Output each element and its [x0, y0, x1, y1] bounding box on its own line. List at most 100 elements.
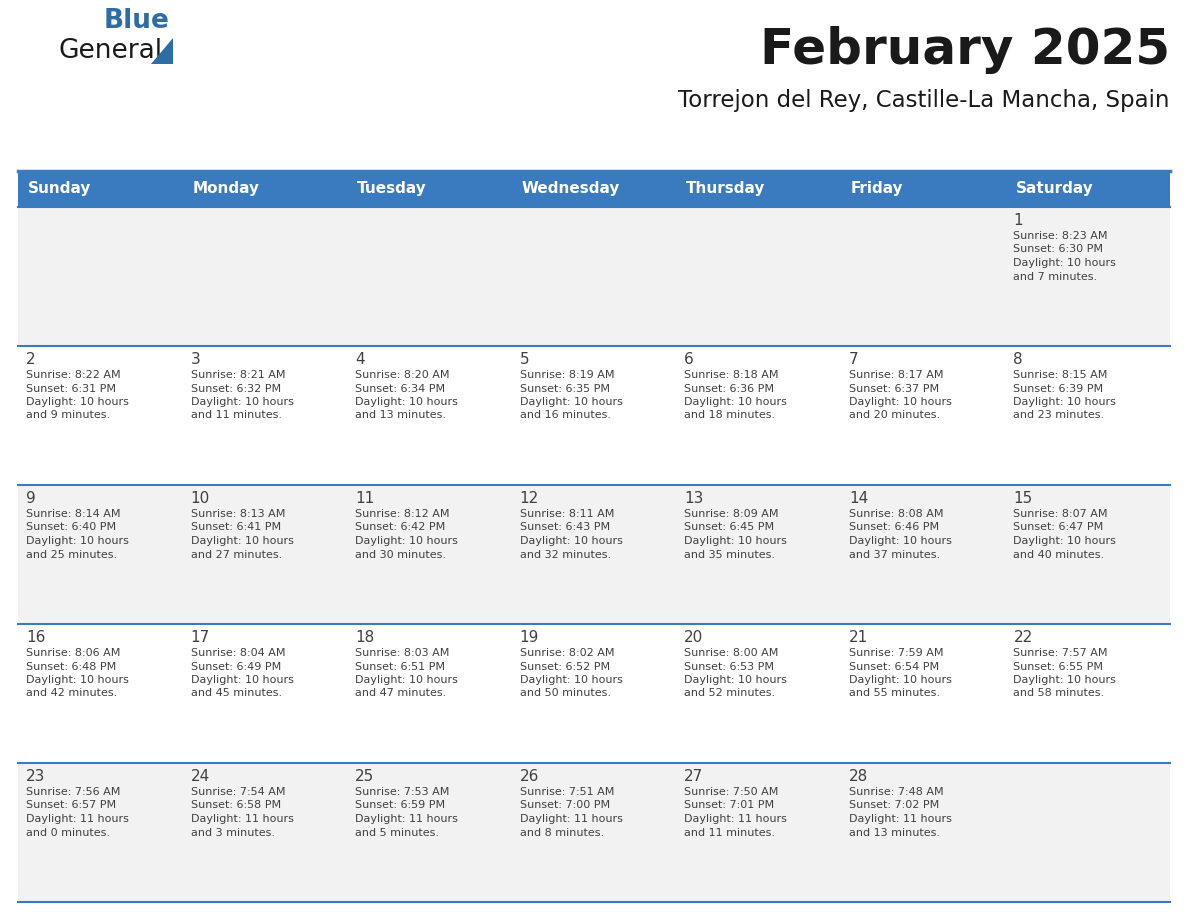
Text: Sunrise: 7:57 AM: Sunrise: 7:57 AM — [1013, 648, 1108, 658]
Text: and 32 minutes.: and 32 minutes. — [519, 550, 611, 559]
Text: 9: 9 — [26, 491, 36, 506]
Text: Sunset: 6:30 PM: Sunset: 6:30 PM — [1013, 244, 1104, 254]
Text: 24: 24 — [190, 769, 210, 784]
Text: Sunset: 7:00 PM: Sunset: 7:00 PM — [519, 800, 609, 811]
Text: Daylight: 10 hours: Daylight: 10 hours — [1013, 536, 1117, 546]
Text: and 5 minutes.: and 5 minutes. — [355, 827, 440, 837]
Text: Sunrise: 7:54 AM: Sunrise: 7:54 AM — [190, 787, 285, 797]
Text: 27: 27 — [684, 769, 703, 784]
Text: Daylight: 11 hours: Daylight: 11 hours — [190, 814, 293, 824]
Text: Sunset: 6:53 PM: Sunset: 6:53 PM — [684, 662, 775, 671]
Text: Daylight: 10 hours: Daylight: 10 hours — [26, 397, 128, 407]
Text: Sunset: 6:47 PM: Sunset: 6:47 PM — [1013, 522, 1104, 532]
Text: 18: 18 — [355, 630, 374, 645]
Text: Sunrise: 8:14 AM: Sunrise: 8:14 AM — [26, 509, 120, 519]
Text: Daylight: 10 hours: Daylight: 10 hours — [849, 536, 952, 546]
Text: Sunset: 6:39 PM: Sunset: 6:39 PM — [1013, 384, 1104, 394]
Text: Daylight: 10 hours: Daylight: 10 hours — [26, 675, 128, 685]
Text: and 55 minutes.: and 55 minutes. — [849, 688, 940, 699]
Text: Daylight: 11 hours: Daylight: 11 hours — [684, 814, 788, 824]
Text: and 8 minutes.: and 8 minutes. — [519, 827, 604, 837]
Text: 26: 26 — [519, 769, 539, 784]
Text: February 2025: February 2025 — [760, 26, 1170, 74]
Text: 14: 14 — [849, 491, 868, 506]
Text: Blue: Blue — [105, 8, 170, 34]
Text: 7: 7 — [849, 352, 859, 367]
Text: Sunrise: 8:00 AM: Sunrise: 8:00 AM — [684, 648, 778, 658]
Text: 11: 11 — [355, 491, 374, 506]
Text: and 7 minutes.: and 7 minutes. — [1013, 272, 1098, 282]
Text: and 16 minutes.: and 16 minutes. — [519, 410, 611, 420]
Text: Daylight: 11 hours: Daylight: 11 hours — [519, 814, 623, 824]
Text: and 50 minutes.: and 50 minutes. — [519, 688, 611, 699]
Text: Torrejon del Rey, Castille-La Mancha, Spain: Torrejon del Rey, Castille-La Mancha, Sp… — [678, 89, 1170, 112]
Text: Sunset: 6:36 PM: Sunset: 6:36 PM — [684, 384, 775, 394]
Text: and 58 minutes.: and 58 minutes. — [1013, 688, 1105, 699]
Text: Sunset: 6:37 PM: Sunset: 6:37 PM — [849, 384, 939, 394]
Text: 25: 25 — [355, 769, 374, 784]
Text: 20: 20 — [684, 630, 703, 645]
Text: 1: 1 — [1013, 213, 1023, 228]
Text: and 27 minutes.: and 27 minutes. — [190, 550, 282, 559]
Text: and 37 minutes.: and 37 minutes. — [849, 550, 940, 559]
Text: Sunset: 6:49 PM: Sunset: 6:49 PM — [190, 662, 280, 671]
Text: Saturday: Saturday — [1016, 182, 1093, 196]
Text: Daylight: 10 hours: Daylight: 10 hours — [190, 397, 293, 407]
Text: Sunset: 6:45 PM: Sunset: 6:45 PM — [684, 522, 775, 532]
Text: Sunset: 6:57 PM: Sunset: 6:57 PM — [26, 800, 116, 811]
Text: Sunset: 6:31 PM: Sunset: 6:31 PM — [26, 384, 116, 394]
Text: 5: 5 — [519, 352, 530, 367]
Bar — [18, 346, 1170, 485]
Text: General: General — [58, 38, 162, 64]
Text: 12: 12 — [519, 491, 539, 506]
Text: Daylight: 10 hours: Daylight: 10 hours — [684, 536, 788, 546]
Text: Sunset: 6:40 PM: Sunset: 6:40 PM — [26, 522, 116, 532]
Text: and 52 minutes.: and 52 minutes. — [684, 688, 776, 699]
Text: 3: 3 — [190, 352, 201, 367]
Text: Sunrise: 8:06 AM: Sunrise: 8:06 AM — [26, 648, 120, 658]
Text: Sunrise: 7:59 AM: Sunrise: 7:59 AM — [849, 648, 943, 658]
Text: and 40 minutes.: and 40 minutes. — [1013, 550, 1105, 559]
Text: Sunrise: 8:04 AM: Sunrise: 8:04 AM — [190, 648, 285, 658]
Text: Daylight: 10 hours: Daylight: 10 hours — [849, 675, 952, 685]
Text: 22: 22 — [1013, 630, 1032, 645]
Text: Daylight: 10 hours: Daylight: 10 hours — [26, 536, 128, 546]
Text: Sunrise: 7:51 AM: Sunrise: 7:51 AM — [519, 787, 614, 797]
Text: Sunrise: 8:21 AM: Sunrise: 8:21 AM — [190, 370, 285, 380]
Text: and 23 minutes.: and 23 minutes. — [1013, 410, 1105, 420]
Text: and 3 minutes.: and 3 minutes. — [190, 827, 274, 837]
Text: Sunrise: 8:22 AM: Sunrise: 8:22 AM — [26, 370, 121, 380]
Text: Tuesday: Tuesday — [358, 182, 426, 196]
Text: Daylight: 10 hours: Daylight: 10 hours — [519, 675, 623, 685]
Text: Sunrise: 8:23 AM: Sunrise: 8:23 AM — [1013, 231, 1108, 241]
Text: Daylight: 10 hours: Daylight: 10 hours — [519, 536, 623, 546]
Text: and 35 minutes.: and 35 minutes. — [684, 550, 776, 559]
Text: Sunday: Sunday — [29, 182, 91, 196]
Text: Sunrise: 8:20 AM: Sunrise: 8:20 AM — [355, 370, 449, 380]
Text: Sunrise: 8:12 AM: Sunrise: 8:12 AM — [355, 509, 449, 519]
Text: Sunrise: 7:53 AM: Sunrise: 7:53 AM — [355, 787, 449, 797]
Text: and 47 minutes.: and 47 minutes. — [355, 688, 447, 699]
Text: 28: 28 — [849, 769, 868, 784]
Text: Daylight: 10 hours: Daylight: 10 hours — [1013, 397, 1117, 407]
Text: Friday: Friday — [851, 182, 904, 196]
Text: Daylight: 10 hours: Daylight: 10 hours — [355, 675, 459, 685]
Text: Sunset: 7:02 PM: Sunset: 7:02 PM — [849, 800, 939, 811]
Text: 4: 4 — [355, 352, 365, 367]
Text: Sunrise: 8:03 AM: Sunrise: 8:03 AM — [355, 648, 449, 658]
Text: and 0 minutes.: and 0 minutes. — [26, 827, 110, 837]
Text: Sunset: 6:58 PM: Sunset: 6:58 PM — [190, 800, 280, 811]
Text: Daylight: 10 hours: Daylight: 10 hours — [849, 397, 952, 407]
Text: and 11 minutes.: and 11 minutes. — [190, 410, 282, 420]
Text: Sunrise: 8:07 AM: Sunrise: 8:07 AM — [1013, 509, 1108, 519]
Text: Monday: Monday — [192, 182, 259, 196]
Text: Sunset: 6:42 PM: Sunset: 6:42 PM — [355, 522, 446, 532]
Text: and 25 minutes.: and 25 minutes. — [26, 550, 118, 559]
Text: Sunset: 6:34 PM: Sunset: 6:34 PM — [355, 384, 446, 394]
Text: Sunset: 6:51 PM: Sunset: 6:51 PM — [355, 662, 446, 671]
Text: 2: 2 — [26, 352, 36, 367]
Text: Sunrise: 8:19 AM: Sunrise: 8:19 AM — [519, 370, 614, 380]
Bar — [18, 763, 1170, 902]
Text: Sunrise: 8:02 AM: Sunrise: 8:02 AM — [519, 648, 614, 658]
Text: Sunrise: 8:18 AM: Sunrise: 8:18 AM — [684, 370, 779, 380]
